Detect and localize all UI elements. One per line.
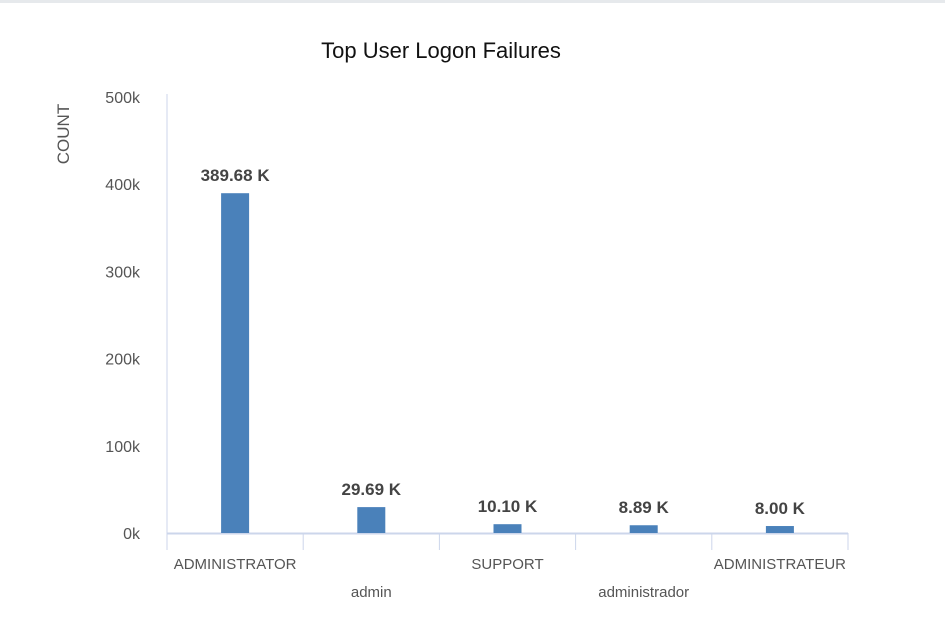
x-tick-label: SUPPORT <box>471 556 543 573</box>
bar <box>765 526 794 533</box>
bar <box>493 524 522 533</box>
bar <box>629 525 658 533</box>
bar <box>357 507 386 533</box>
data-label: 29.69 K <box>342 480 402 499</box>
data-label: 10.10 K <box>478 497 538 516</box>
data-label: 389.68 K <box>201 166 271 185</box>
top-border <box>0 0 945 3</box>
data-label: 8.00 K <box>755 499 806 518</box>
y-tick-label: 0k <box>123 526 141 543</box>
bar <box>221 193 250 533</box>
y-tick-label: 500k <box>105 90 141 107</box>
y-axis-label: COUNT <box>54 104 73 164</box>
x-tick-label: ADMINISTRATEUR <box>714 556 846 573</box>
y-tick-label: 300k <box>105 264 141 281</box>
y-tick-label: 400k <box>105 177 141 194</box>
x-tick-label: administrador <box>598 584 689 601</box>
chart-title: Top User Logon Failures <box>321 38 561 63</box>
x-tick-label: admin <box>351 584 392 601</box>
y-tick-label: 100k <box>105 439 141 456</box>
x-tick-label: ADMINISTRATOR <box>174 556 297 573</box>
y-tick-label: 200k <box>105 352 141 369</box>
data-label: 8.89 K <box>619 498 670 517</box>
